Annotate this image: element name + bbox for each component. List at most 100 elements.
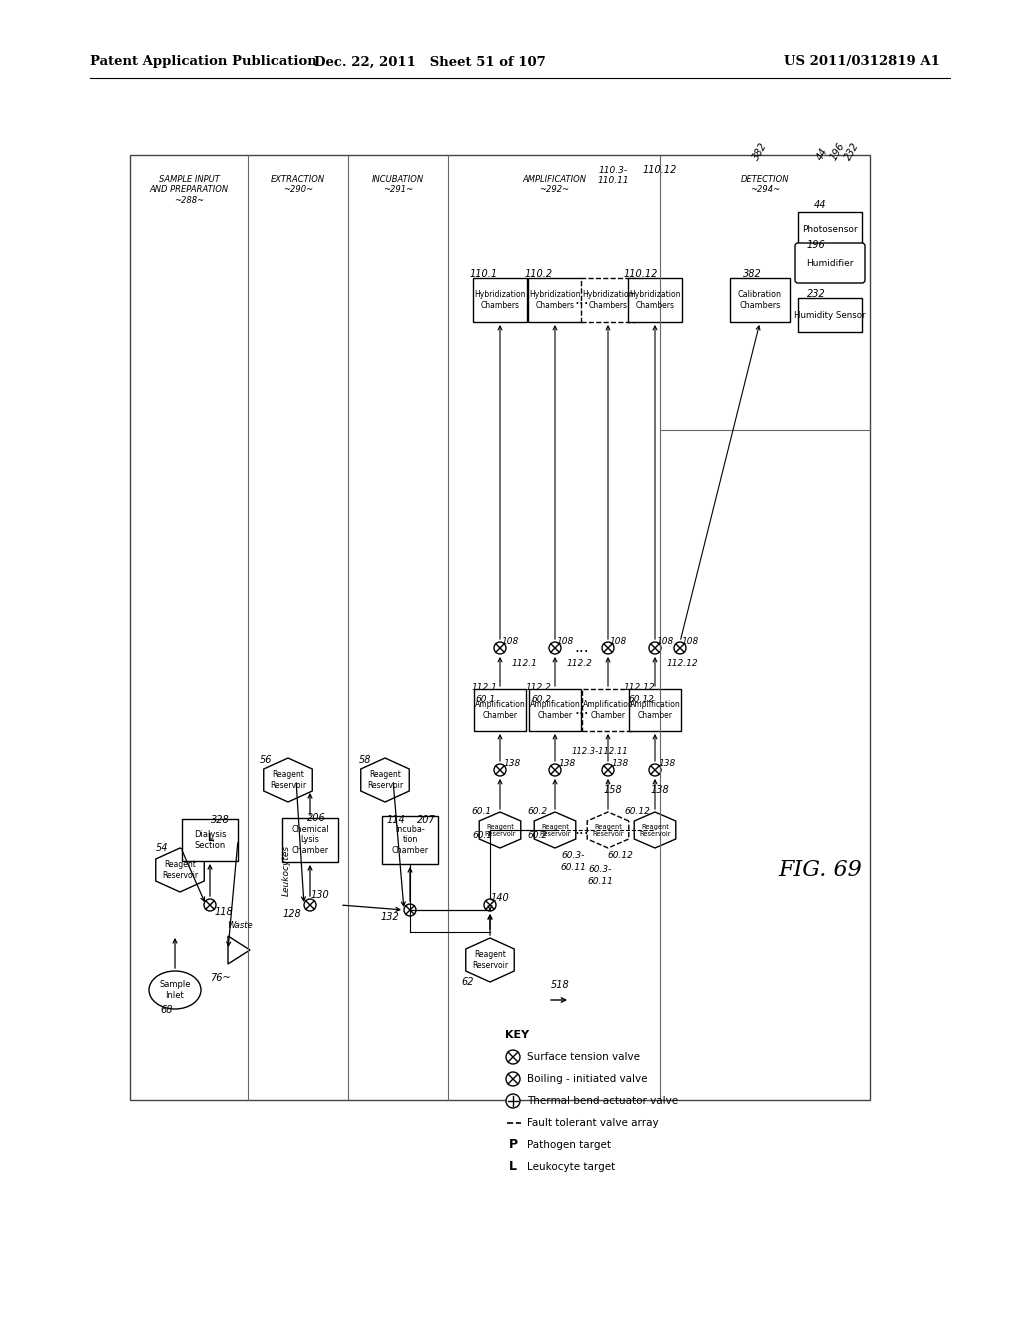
Circle shape <box>549 764 561 776</box>
Bar <box>528 279 582 322</box>
Circle shape <box>602 642 614 653</box>
Text: 60.12: 60.12 <box>607 850 633 859</box>
Polygon shape <box>360 758 410 803</box>
Text: 56: 56 <box>260 755 272 766</box>
Text: Leukocytes: Leukocytes <box>282 845 291 895</box>
Text: 128: 128 <box>283 909 301 919</box>
Text: Dialysis
Section: Dialysis Section <box>194 830 226 850</box>
Text: Photosensor: Photosensor <box>802 226 858 235</box>
Text: US 2011/0312819 A1: US 2011/0312819 A1 <box>784 55 940 69</box>
Bar <box>581 279 635 322</box>
Text: 44: 44 <box>814 147 829 162</box>
Text: 112.12: 112.12 <box>624 684 654 693</box>
Text: P: P <box>509 1138 517 1151</box>
Text: 60.2: 60.2 <box>527 808 547 817</box>
Polygon shape <box>228 936 250 964</box>
Text: FIG. 69: FIG. 69 <box>778 859 862 880</box>
Text: AMPLIFICATION
~292~: AMPLIFICATION ~292~ <box>522 176 586 194</box>
Polygon shape <box>587 812 629 847</box>
Polygon shape <box>156 847 204 892</box>
Text: 60.2: 60.2 <box>527 830 547 840</box>
Circle shape <box>404 904 416 916</box>
Text: Reagent
Reservoir: Reagent Reservoir <box>484 824 516 837</box>
Circle shape <box>649 764 662 776</box>
Bar <box>182 818 238 861</box>
Polygon shape <box>264 758 312 803</box>
Text: 138: 138 <box>504 759 520 768</box>
Text: 138: 138 <box>611 759 629 768</box>
Polygon shape <box>535 812 575 847</box>
Bar <box>628 279 682 322</box>
Text: KEY: KEY <box>505 1030 529 1040</box>
Ellipse shape <box>150 972 201 1008</box>
Text: 54: 54 <box>156 843 168 853</box>
Text: 108: 108 <box>502 638 518 647</box>
Text: 206: 206 <box>306 813 326 822</box>
Text: L: L <box>509 1160 517 1173</box>
Text: 196: 196 <box>829 141 847 162</box>
Text: 118: 118 <box>215 907 233 917</box>
Text: 110.12: 110.12 <box>643 165 677 176</box>
Text: 62: 62 <box>462 977 474 987</box>
Text: Reagent
Reservoir: Reagent Reservoir <box>367 771 403 789</box>
Text: 108: 108 <box>656 638 674 647</box>
Text: 60.1: 60.1 <box>476 696 496 705</box>
Text: Chemical
Lysis
Chamber: Chemical Lysis Chamber <box>291 825 329 855</box>
Circle shape <box>506 1094 520 1107</box>
Bar <box>582 689 634 731</box>
Bar <box>474 689 526 731</box>
Text: 138: 138 <box>558 759 575 768</box>
Text: 112.1: 112.1 <box>512 659 538 668</box>
Text: Reagent
Reservoir: Reagent Reservoir <box>162 861 198 879</box>
Text: 112.2: 112.2 <box>567 659 593 668</box>
Text: INCUBATION
~291~: INCUBATION ~291~ <box>372 176 424 194</box>
FancyBboxPatch shape <box>795 243 865 282</box>
Text: 108: 108 <box>681 638 698 647</box>
Text: Amplification
Chamber: Amplification Chamber <box>475 701 525 719</box>
Text: 207: 207 <box>417 814 435 825</box>
Text: Pathogen target: Pathogen target <box>527 1140 611 1150</box>
Bar <box>798 298 862 333</box>
Circle shape <box>506 1049 520 1064</box>
Text: 232: 232 <box>807 289 825 300</box>
Text: 112.1: 112.1 <box>471 684 497 693</box>
Text: 130: 130 <box>310 890 330 900</box>
Circle shape <box>494 642 506 653</box>
Text: 60.11: 60.11 <box>560 862 586 871</box>
Bar <box>529 689 581 731</box>
Text: 60.3-: 60.3- <box>561 850 585 859</box>
Text: 68: 68 <box>161 1005 173 1015</box>
Text: 108: 108 <box>556 638 573 647</box>
Text: 138: 138 <box>650 785 670 795</box>
Text: Dec. 22, 2011   Sheet 51 of 107: Dec. 22, 2011 Sheet 51 of 107 <box>314 55 546 69</box>
Text: Patent Application Publication: Patent Application Publication <box>90 55 316 69</box>
Bar <box>730 279 790 322</box>
Text: Leukocyte target: Leukocyte target <box>527 1162 615 1172</box>
Text: Reagent
Reservoir: Reagent Reservoir <box>472 950 508 970</box>
Text: Sample
Inlet: Sample Inlet <box>160 981 190 999</box>
Text: 108: 108 <box>609 638 627 647</box>
Circle shape <box>494 764 506 776</box>
Text: 60.12: 60.12 <box>624 808 650 817</box>
Text: 110.2: 110.2 <box>525 269 553 279</box>
Text: Humidity Sensor: Humidity Sensor <box>795 310 865 319</box>
Text: 112.12: 112.12 <box>667 659 698 668</box>
Polygon shape <box>634 812 676 847</box>
Text: 58: 58 <box>358 755 372 766</box>
Text: 76~: 76~ <box>210 973 230 983</box>
Text: ...: ... <box>574 822 589 837</box>
Text: 60.11: 60.11 <box>587 878 613 887</box>
Text: 518: 518 <box>551 979 569 990</box>
Text: Thermal bend actuator valve: Thermal bend actuator valve <box>527 1096 678 1106</box>
Bar <box>629 689 681 731</box>
Text: 110.1: 110.1 <box>470 269 498 279</box>
Text: 44: 44 <box>814 201 826 210</box>
Text: 382: 382 <box>742 269 762 279</box>
Text: Boiling - initiated valve: Boiling - initiated valve <box>527 1074 647 1084</box>
Text: Calibration
Chambers: Calibration Chambers <box>738 290 782 310</box>
Text: Incuba-
tion
Chamber: Incuba- tion Chamber <box>391 825 429 855</box>
Circle shape <box>674 642 686 653</box>
Text: 382: 382 <box>751 141 769 162</box>
Circle shape <box>602 764 614 776</box>
Text: 60.3-: 60.3- <box>589 866 611 874</box>
